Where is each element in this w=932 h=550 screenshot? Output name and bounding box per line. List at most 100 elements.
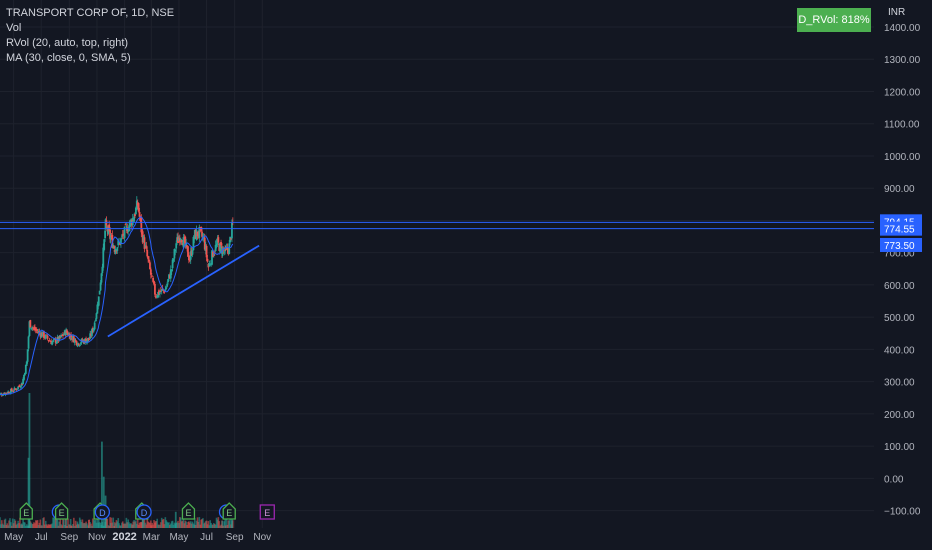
volume-bar [193,518,196,528]
candle-body [206,258,209,262]
candle-body [214,244,217,251]
price-label: 773.50 [880,237,922,252]
volume-bar [156,518,158,528]
candle-body [26,349,29,362]
y-tick-label: 200.00 [884,410,915,421]
volume-bar [152,524,154,528]
candle-body [155,296,158,298]
legend-rvol[interactable]: RVol (20, auto, top, right) [6,37,129,49]
candle-body [228,243,231,255]
x-tick-label: Sep [226,532,244,543]
candle-body [181,243,184,246]
candle-body [174,249,177,252]
candle-body [24,364,27,374]
volume-bar [1,523,4,528]
volume-spike [102,476,105,528]
volume-bar [120,525,122,528]
candle-body [224,249,227,251]
volume-bar [78,524,80,528]
candle-body [121,234,124,236]
volume-bar [9,518,11,528]
volume-bar [223,521,226,528]
volume-bar [45,524,48,528]
candle-body [62,334,65,336]
dividend-circle [136,504,152,520]
x-tick-label: Jul [35,532,48,543]
volume-bar [205,520,208,528]
legend-ma[interactable]: MA (30, close, 0, SMA, 5) [6,52,131,64]
candle-body [101,266,104,274]
candle-body [0,393,2,395]
volume-bar [48,524,51,528]
candle-body [132,219,135,221]
y-tick-label: 500.00 [884,313,915,324]
candle-body [1,395,4,397]
event-label: D [99,508,106,518]
candle-body [176,237,179,242]
volume-bar [24,522,26,528]
volume-bar [37,524,40,528]
candle-body [41,332,44,337]
volume-bar [132,521,134,528]
volume-bar [47,524,50,528]
candle-body [159,292,161,294]
candle-body [193,230,196,237]
volume-bar [31,524,33,528]
volume-bar [224,525,227,528]
volume-bar [52,517,54,528]
volume-bar [114,523,117,528]
candle-body [113,249,116,252]
volume-bar [157,524,159,528]
candle-body [126,227,129,234]
volume-bar [116,521,119,528]
dividend-circle [94,504,111,520]
candle-body [119,242,121,245]
event-markers: EDEEDEDEDEE [19,502,275,520]
candle-body [173,249,176,259]
candle-body [188,255,190,261]
volume-bar [220,524,222,528]
volume-bar [83,522,86,528]
y-axis: 1400.00 1300.00 1200.00 1100.00 1000.00 900.0… [884,23,921,518]
candle-body [120,235,123,237]
candle-body [22,378,25,385]
volume-bar [18,523,20,528]
volume-bar [221,520,224,528]
candle-body [34,329,37,331]
volume-bar [151,522,154,528]
candle-body [28,321,31,336]
volume-bar [77,523,79,528]
earnings-upcoming-box [259,504,275,520]
candle-body [129,220,131,227]
trendline [107,244,260,338]
volume-bar [147,521,149,528]
volume-bar [74,520,77,528]
price-label-text: 773.50 [884,241,915,252]
volume-bar [106,518,109,528]
legend-vol[interactable]: Vol [6,22,22,34]
volume-bar [119,525,121,528]
candle-body [135,200,138,210]
volume-bar [207,521,210,528]
volume-bar [94,519,97,528]
legend-symbol[interactable]: TRANSPORT CORP OF, 1D, NSE [6,7,175,19]
volume-bar [186,524,188,528]
candle-body [208,263,211,267]
candle-body [17,386,20,389]
candle-body [137,203,140,212]
volume-bar [142,517,145,528]
candle-body [50,340,53,345]
volume-bar [153,519,155,528]
volume-bar [202,518,204,528]
candle-body [45,334,48,336]
x-tick-label: Mar [143,532,161,543]
candle-body [62,334,64,337]
volume-bar [144,522,147,528]
currency-label[interactable]: INR [888,7,906,18]
volume-bar [215,517,218,528]
ma-line [0,216,234,396]
volume-bar [190,523,193,528]
x-tick-label: Nov [88,532,106,543]
candle-body [183,237,186,239]
